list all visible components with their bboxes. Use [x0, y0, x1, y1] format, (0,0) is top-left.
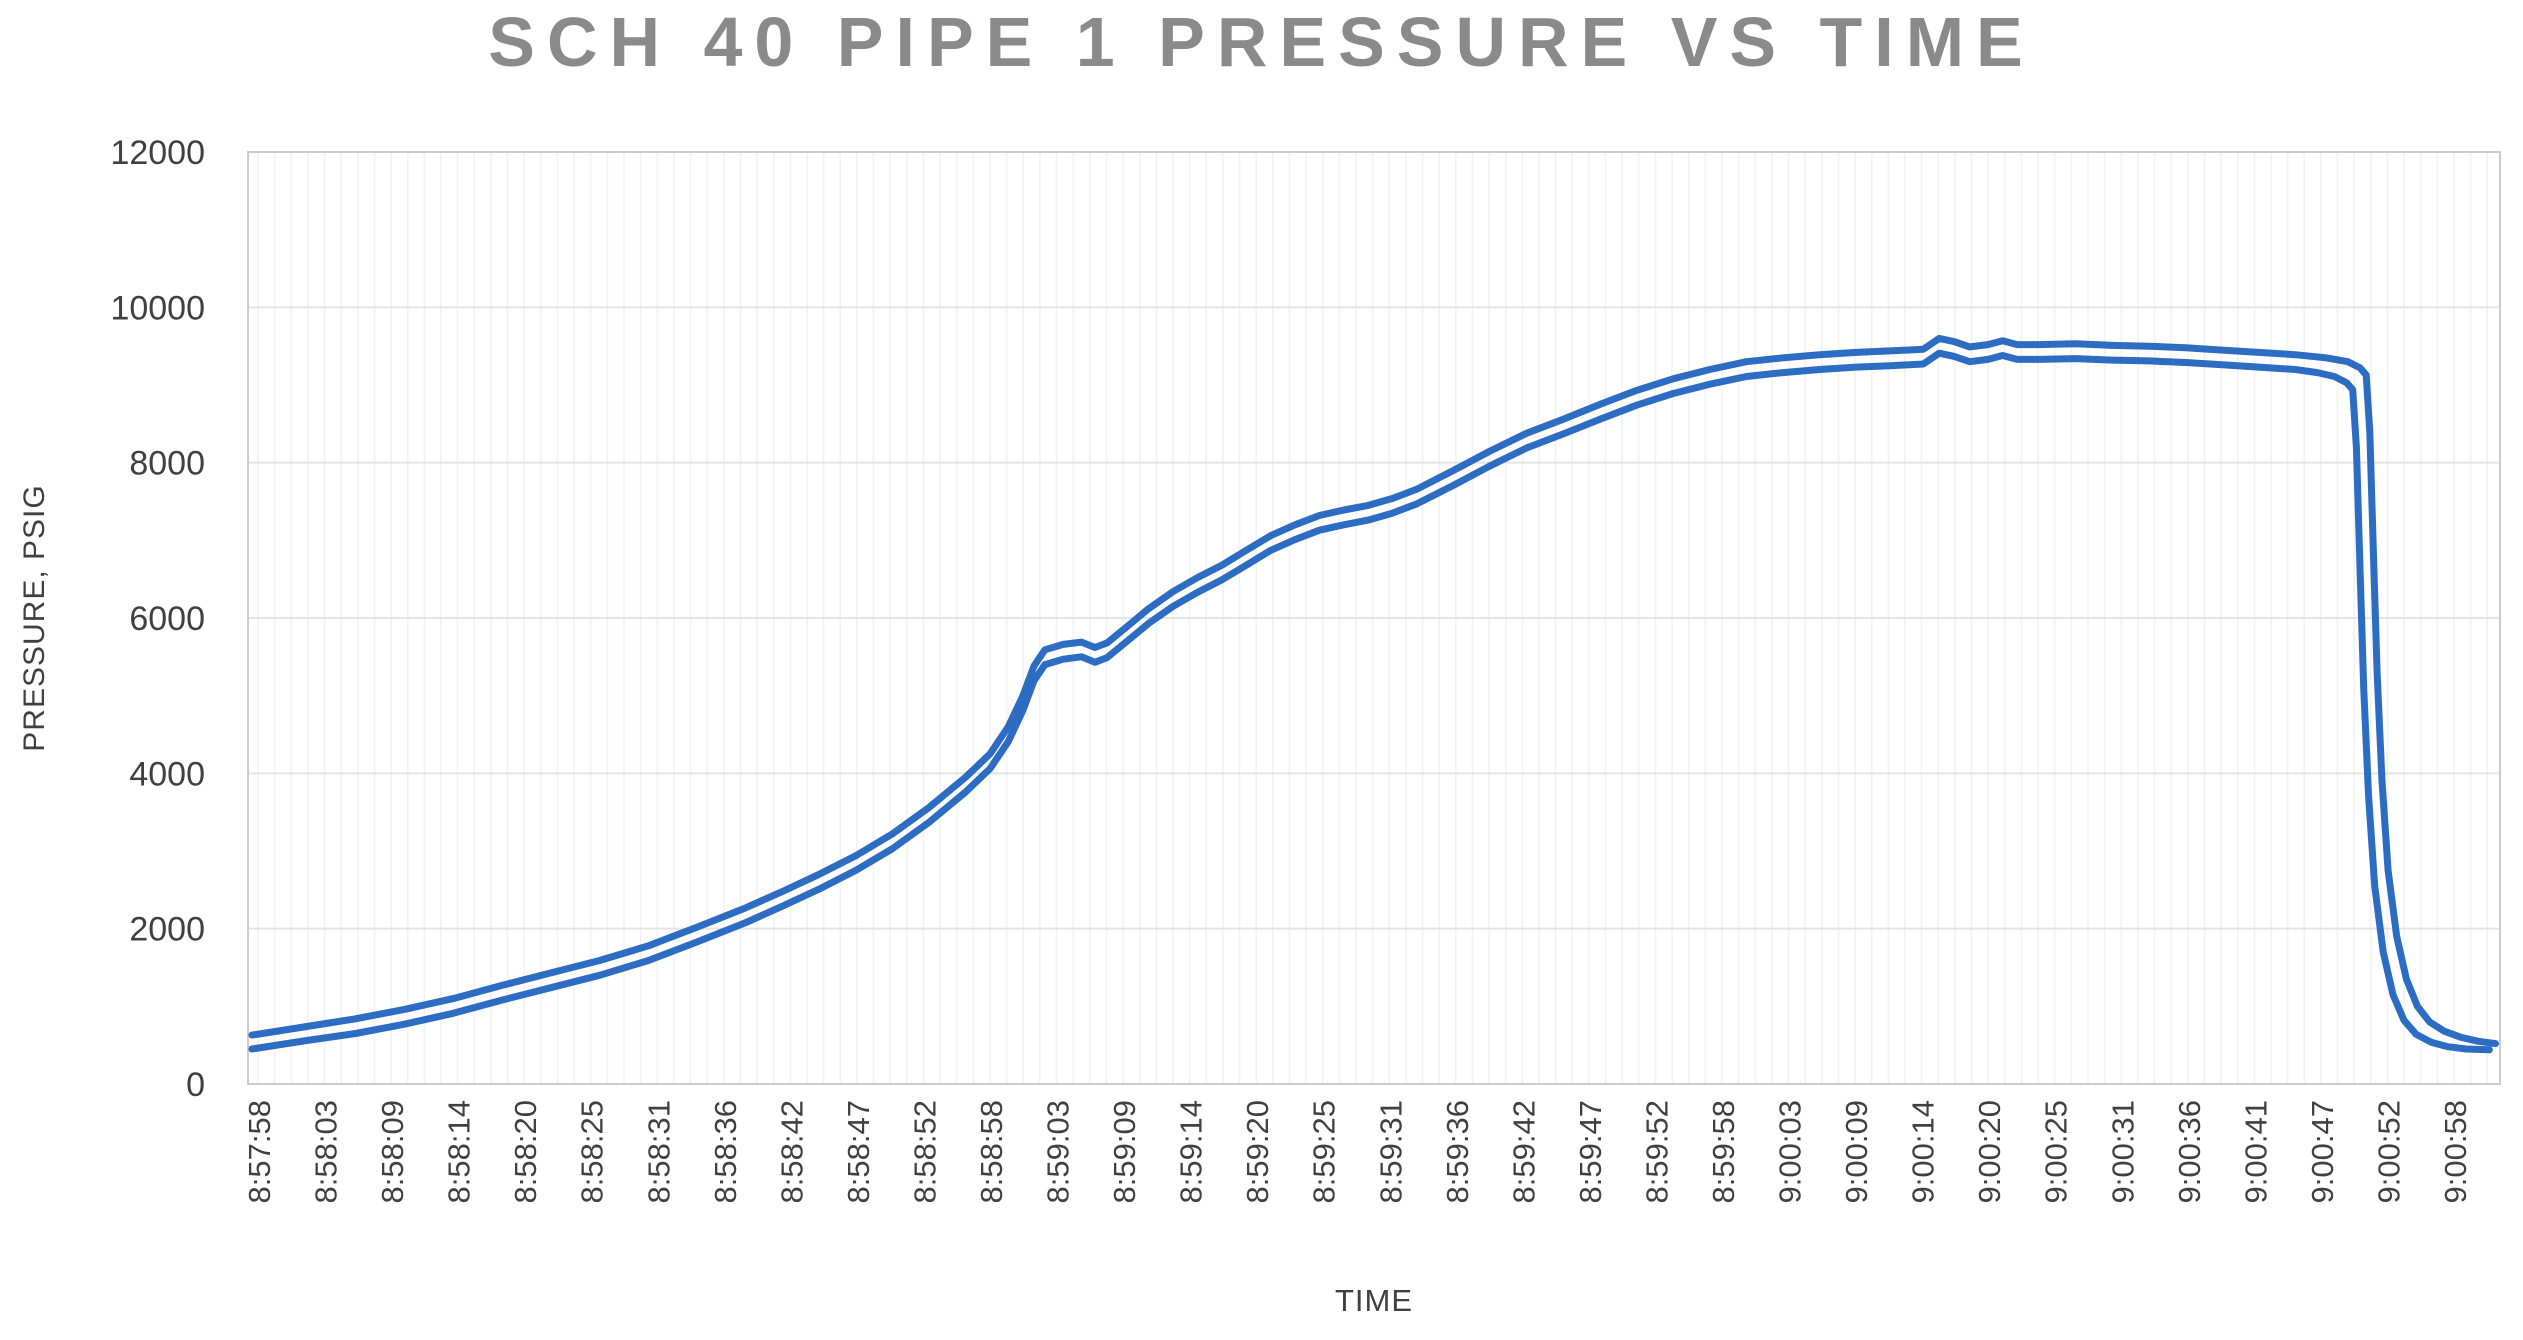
x-tick-label: 8:58:14: [442, 1100, 477, 1203]
x-tick-label: 9:00:25: [2039, 1100, 2074, 1203]
x-tick-label: 8:59:47: [1573, 1100, 1608, 1203]
x-tick-label: 8:58:03: [309, 1100, 344, 1203]
x-tick-label: 9:00:09: [1839, 1100, 1874, 1203]
x-tick-label: 8:59:42: [1506, 1100, 1541, 1203]
x-tick-label: 8:58:09: [375, 1100, 410, 1203]
y-tick-label: 12000: [110, 134, 205, 172]
x-tick-label: 9:00:03: [1773, 1100, 1808, 1203]
x-tick-label: 8:58:47: [841, 1100, 876, 1203]
x-tick-label: 8:58:31: [641, 1100, 676, 1203]
y-tick-label: 4000: [129, 755, 205, 793]
x-tick-label: 9:00:36: [2172, 1100, 2207, 1203]
x-tick-label: 8:57:58: [242, 1100, 277, 1203]
x-tick-label: 8:58:20: [508, 1100, 543, 1203]
x-tick-label: 8:59:58: [1706, 1100, 1741, 1203]
y-tick-label: 10000: [110, 289, 205, 327]
x-tick-label: 9:00:14: [1906, 1100, 1941, 1203]
x-axis-title: TIME: [1334, 1283, 1414, 1318]
x-tick-label: 9:00:47: [2305, 1100, 2340, 1203]
x-tick-label: 8:58:36: [708, 1100, 743, 1203]
x-tick-label: 9:00:58: [2438, 1100, 2473, 1203]
pressure-trace-lower: [248, 349, 2493, 1054]
chart-title: SCH 40 PIPE 1 PRESSURE VS TIME: [488, 3, 2035, 81]
x-tick-label: 8:59:03: [1041, 1100, 1076, 1203]
plot-border: [247, 151, 2501, 1085]
x-tick-label: 8:58:58: [974, 1100, 1009, 1203]
pressure-trace-upper: [248, 334, 2499, 1048]
y-tick-label: 8000: [129, 445, 205, 483]
x-tick-label: 8:59:31: [1373, 1100, 1408, 1203]
x-tick-label: 8:59:09: [1107, 1100, 1142, 1203]
x-tick-label: 9:00:20: [1972, 1100, 2007, 1203]
x-tick-label: 8:58:52: [908, 1100, 943, 1203]
y-tick-label: 2000: [129, 911, 205, 949]
x-tick-label: 8:59:25: [1307, 1100, 1342, 1203]
x-tick-label: 8:59:20: [1240, 1100, 1275, 1203]
x-tick-label: 8:58:42: [774, 1100, 809, 1203]
x-tick-label: 9:00:41: [2238, 1100, 2273, 1203]
y-tick-label: 0: [186, 1066, 205, 1104]
y-axis-title: PRESSURE, PSIG: [18, 484, 51, 752]
x-tick-label: 9:00:31: [2105, 1100, 2140, 1203]
x-tick-label: 8:59:52: [1640, 1100, 1675, 1203]
y-tick-label: 6000: [129, 600, 205, 638]
x-tick-label: 9:00:52: [2372, 1100, 2407, 1203]
x-tick-label: 8:58:25: [575, 1100, 610, 1203]
x-tick-label: 8:59:14: [1174, 1100, 1209, 1203]
x-tick-label: 8:59:36: [1440, 1100, 1475, 1203]
